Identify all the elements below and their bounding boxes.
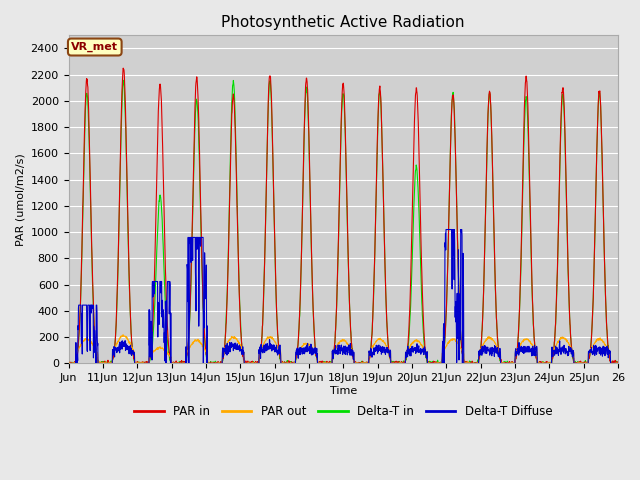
Legend: PAR in, PAR out, Delta-T in, Delta-T Diffuse: PAR in, PAR out, Delta-T in, Delta-T Dif…	[129, 401, 557, 423]
Text: VR_met: VR_met	[71, 42, 118, 52]
Y-axis label: PAR (umol/m2/s): PAR (umol/m2/s)	[15, 153, 25, 246]
X-axis label: Time: Time	[330, 386, 357, 396]
Title: Photosynthetic Active Radiation: Photosynthetic Active Radiation	[221, 15, 465, 30]
